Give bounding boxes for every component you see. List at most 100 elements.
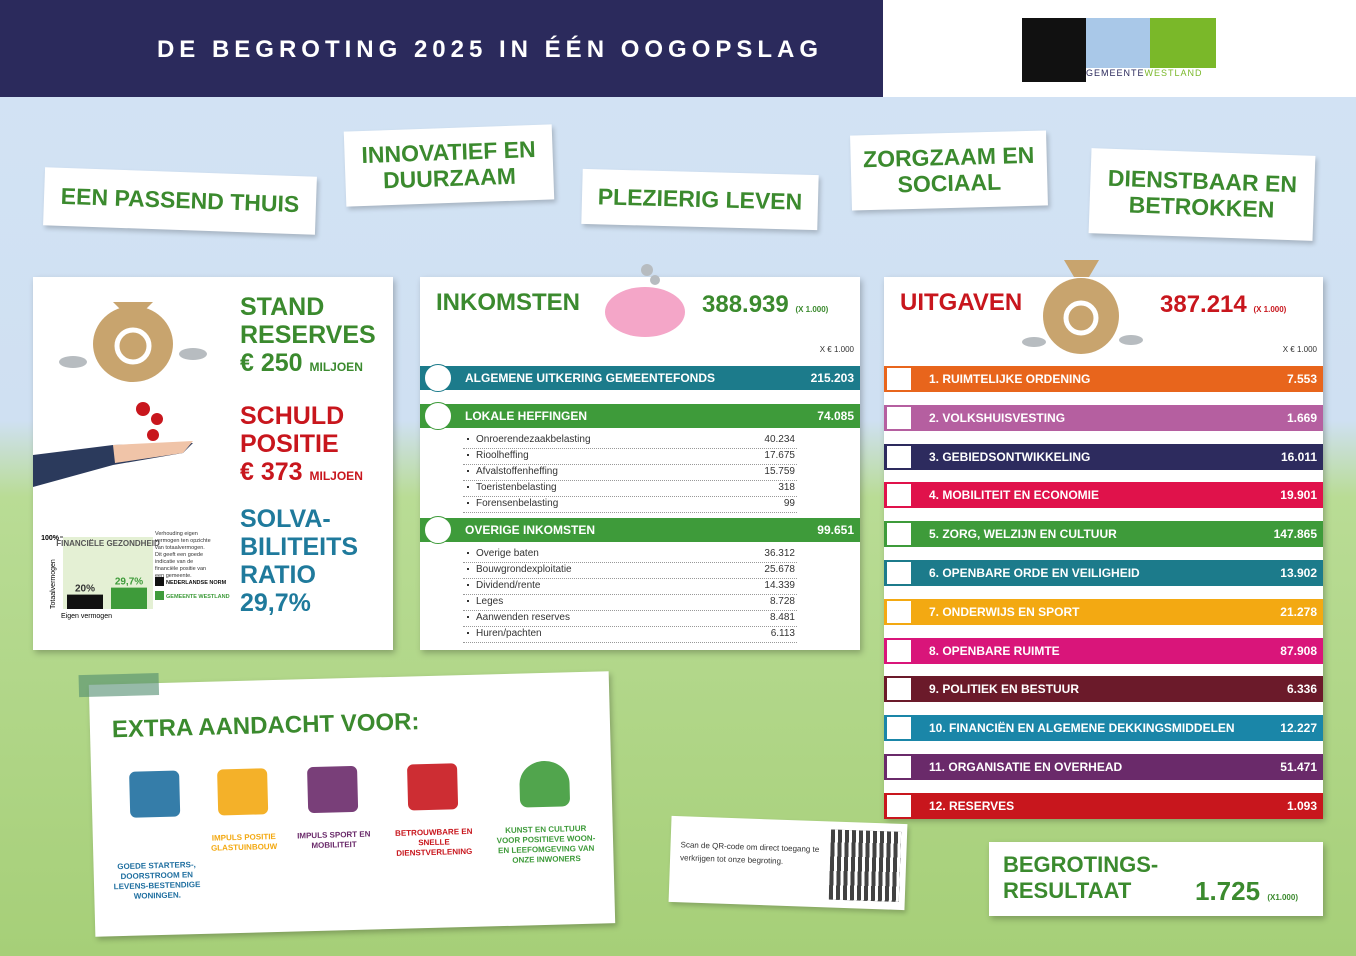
extra-icon xyxy=(217,768,269,816)
result-value-wrap: 1.725 (X1.000) xyxy=(1195,876,1298,907)
reserves-unit: MILJOEN xyxy=(309,360,363,374)
item-value: 15.759 xyxy=(764,466,795,477)
expense-icon xyxy=(886,599,912,624)
extra-panel: EXTRA AANDACHT VOOR: GOEDE STARTERS-, DO… xyxy=(78,671,616,937)
item-value: 17.675 xyxy=(764,450,795,461)
result-value: 1.725 xyxy=(1195,876,1261,906)
legend-swatch xyxy=(155,577,164,586)
debt-label: SCHULD xyxy=(240,402,345,430)
extra-title: EXTRA AANDACHT VOOR: xyxy=(111,708,420,744)
expense-value: 147.865 xyxy=(1273,527,1317,542)
income-item-row: Bouwgrondexploitatie 25.678 xyxy=(463,562,797,579)
bullet xyxy=(467,438,469,440)
item-name: Forensenbelasting xyxy=(476,498,559,509)
expense-row: 3. GEBIEDSONTWIKKELING 16.011 xyxy=(884,443,1323,470)
debt: SCHULD POSITIE € 373 MILJOEN xyxy=(240,402,363,490)
item-name: Aanwenden reserves xyxy=(476,612,570,623)
item-name: Onroerendezaakbelasting xyxy=(476,434,591,445)
qr-panel: Scan de QR-code om direct toegang te ver… xyxy=(668,815,908,911)
item-value: 99 xyxy=(783,498,795,509)
expense-icon xyxy=(886,483,912,508)
item-value: 40.234 xyxy=(764,434,795,445)
item-name: Leges xyxy=(476,596,504,607)
extra-icon xyxy=(129,770,181,818)
expense-row: 9. POLITIEK EN BESTUUR 6.336 xyxy=(884,676,1323,703)
expense-row: 5. ZORG, WELZIJN EN CULTUUR 147.865 xyxy=(884,521,1323,548)
income-item-row: Rioolheffing 17.675 xyxy=(463,448,797,465)
result-label: BEGROTINGS- xyxy=(1003,852,1159,877)
item-name: Afvalstoffenheffing xyxy=(476,466,558,477)
extra-label: KUNST EN CULTUUR VOOR POSITIEVE WOON- EN… xyxy=(496,823,596,865)
logo-emblem xyxy=(1022,18,1086,82)
logo-block xyxy=(1150,18,1216,68)
expense-row: 11. ORGANISATIE EN OVERHEAD 51.471 xyxy=(884,754,1323,780)
expense-icon xyxy=(886,444,912,469)
expense-name: 4. MOBILITEIT EN ECONOMIE xyxy=(929,488,1100,503)
income-group-row: OVERIGE INKOMSTEN 99.651 xyxy=(420,516,860,544)
expenses-total-wrap: 387.214 (X 1.000) xyxy=(1160,291,1286,319)
money-bag-icon xyxy=(59,302,207,382)
expense-row: 8. OPENBARE RUIMTE 87.908 xyxy=(884,637,1323,664)
expense-name: 1. RUIMTELIJKE ORDENING xyxy=(929,372,1091,386)
hand-coins-icon xyxy=(33,402,193,487)
extra-label: GOEDE STARTERS-, DOORSTROOM EN LEVENS-BE… xyxy=(113,860,201,901)
solvency-value: 29,7% xyxy=(240,589,311,617)
expenses-unit: (X 1.000) xyxy=(1253,305,1287,314)
income-item-row: Forensenbelasting 99 xyxy=(463,496,797,513)
theme-card: INNOVATIEF EN DUURZAAM xyxy=(343,124,555,207)
x-axis-label: Eigen vermogen xyxy=(61,613,112,620)
expense-icon xyxy=(886,522,912,547)
item-name: Dividend/rente xyxy=(476,580,541,591)
extra-icon xyxy=(406,763,459,811)
debt-label: POSITIE xyxy=(240,430,339,458)
qr-code xyxy=(828,829,902,902)
extra-label: IMPULS POSITIE GLASTUINBOUW xyxy=(210,832,278,853)
item-name: Toeristenbelasting xyxy=(476,482,557,493)
expense-name: 7. ONDERWIJS EN SPORT xyxy=(929,604,1080,619)
income-col-unit: X € 1.000 xyxy=(819,345,854,354)
expense-name: 12. RESERVES xyxy=(929,798,1015,813)
item-value: 25.678 xyxy=(764,564,795,575)
bullet xyxy=(467,616,469,618)
logo-text: GEMEENTEWESTLAND xyxy=(1086,68,1203,78)
expense-name: 2. VOLKSHUISVESTING xyxy=(929,410,1066,425)
y-axis-label: Totaalvermogen xyxy=(50,559,57,609)
expense-name: 9. POLITIEK EN BESTUUR xyxy=(929,682,1080,697)
income-item-row: Toeristenbelasting 318 xyxy=(463,480,797,497)
bullet xyxy=(467,584,469,586)
group-total: 74.085 xyxy=(817,409,854,423)
item-value: 36.312 xyxy=(764,548,795,559)
expense-value: 12.227 xyxy=(1280,721,1317,736)
expense-value: 51.471 xyxy=(1280,760,1317,774)
expense-row: 10. FINANCIËN EN ALGEMENE DEKKINGSMIDDEL… xyxy=(884,715,1323,742)
expense-value: 13.902 xyxy=(1280,566,1317,580)
logo-text: WESTLAND xyxy=(1144,68,1203,78)
item-name: Bouwgrondexploitatie xyxy=(476,564,572,575)
income-item-row: Afvalstoffenheffing 15.759 xyxy=(463,464,797,481)
theme-card: PLEZIERIG LEVEN xyxy=(581,168,819,231)
extra-label: IMPULS SPORT EN MOBILITEIT xyxy=(297,829,371,851)
solvency-label: BILITEITS xyxy=(240,533,359,561)
header-band: DE BEGROTING 2025 IN ÉÉN OOGOPSLAG xyxy=(0,0,883,97)
income-item-row: Dividend/rente 14.339 xyxy=(463,578,797,595)
income-group-row: LOKALE HEFFINGEN 74.085 xyxy=(420,402,860,430)
item-value: 14.339 xyxy=(764,580,795,591)
bullet xyxy=(467,552,469,554)
expenses-panel: UITGAVEN 387.214 (X 1.000) X € 1.000 1. … xyxy=(884,260,1323,819)
theme-card: ZORGZAAM EN SOCIAAL xyxy=(850,130,1048,211)
group-icon xyxy=(424,364,452,392)
mini-chart-title: FINANCIËLE GEZONDHEID xyxy=(56,539,160,548)
extra-icon xyxy=(307,765,359,814)
extra-label: BETROUWBARE EN SNELLE DIENSTVERLENING xyxy=(394,826,473,858)
expense-value: 1.669 xyxy=(1286,410,1317,425)
income-item-row: Aanwenden reserves 8.481 xyxy=(463,610,797,627)
group-icon xyxy=(424,516,452,544)
item-value: 8.728 xyxy=(769,596,795,607)
group-icon xyxy=(424,402,452,430)
expense-icon xyxy=(886,405,912,430)
logo-block xyxy=(1086,18,1150,68)
bullet xyxy=(467,632,469,634)
debt-unit: MILJOEN xyxy=(309,469,363,483)
income-total: 388.939 xyxy=(702,291,789,318)
debt-amount: € 373 xyxy=(240,458,303,486)
